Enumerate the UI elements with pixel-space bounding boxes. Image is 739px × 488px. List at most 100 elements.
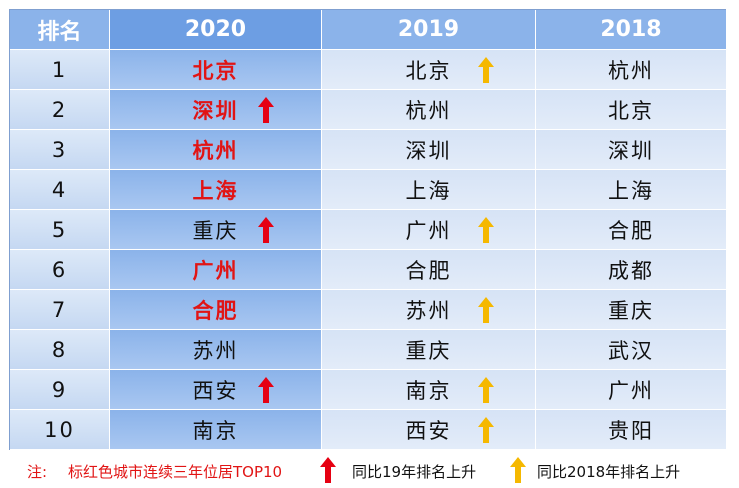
city-2020-cell: 西安 <box>110 370 322 410</box>
city-2019-cell-label: 北京 <box>405 58 452 83</box>
rank-cell-label: 2 <box>51 97 68 122</box>
city-2018-cell-label: 上海 <box>608 178 654 203</box>
city-2018-cell: 武汉 <box>536 330 727 370</box>
city-2018-cell-label: 重庆 <box>608 298 654 323</box>
city-2019-cell-label: 重庆 <box>405 338 452 363</box>
city-2020-cell-label: 深圳 <box>192 98 239 123</box>
city-2018-cell-label: 北京 <box>608 98 654 123</box>
city-2019-cell-label: 广州 <box>405 218 452 243</box>
rank-cell-label: 4 <box>51 177 68 202</box>
header-2020: 2020 <box>110 10 322 50</box>
footnote-red-city-text: 标红色城市连续三年位居TOP10 <box>68 463 283 481</box>
city-2020-cell-label: 杭州 <box>192 138 239 163</box>
city-2018-cell: 杭州 <box>536 50 727 90</box>
header-2018: 2018 <box>536 10 727 50</box>
red-up-arrow-icon <box>258 377 274 403</box>
city-2020-cell: 南京 <box>110 410 322 450</box>
city-2018-cell: 成都 <box>536 250 727 290</box>
rank-cell: 8 <box>10 330 110 370</box>
rank-cell: 10 <box>10 410 110 450</box>
footnote: 注: 标红色城市连续三年位居TOP10 同比19年排名上升 同比2018年排名上… <box>0 455 739 485</box>
city-2018-cell-label: 杭州 <box>608 58 654 83</box>
rank-cell-label: 9 <box>51 377 68 402</box>
yellow-up-arrow-icon <box>478 417 494 443</box>
yellow-up-arrow-icon <box>478 57 494 83</box>
city-2020-cell-label: 重庆 <box>192 218 239 243</box>
header-rank: 排名 <box>10 10 110 50</box>
red-up-arrow-icon <box>258 217 274 243</box>
city-2019-cell: 杭州 <box>322 90 536 130</box>
rank-cell: 9 <box>10 370 110 410</box>
city-2018-cell-label: 合肥 <box>608 218 654 243</box>
city-2018-cell-label: 成都 <box>608 258 654 283</box>
header-2019: 2019 <box>322 10 536 50</box>
yellow-up-arrow-icon <box>510 457 526 483</box>
city-2019-cell-label: 西安 <box>405 418 452 443</box>
city-2019-cell: 上海 <box>322 170 536 210</box>
city-2019-cell: 深圳 <box>322 130 536 170</box>
city-2018-cell-label: 广州 <box>608 378 654 403</box>
city-2018-cell-label: 贵阳 <box>608 418 654 443</box>
city-2020-cell: 苏州 <box>110 330 322 370</box>
rank-cell: 1 <box>10 50 110 90</box>
yellow-up-arrow-icon <box>478 297 494 323</box>
city-2019-cell-label: 苏州 <box>405 298 452 323</box>
footnote-yellow-arrow-text: 同比2018年排名上升 <box>537 463 681 481</box>
city-2020-cell: 重庆 <box>110 210 322 250</box>
city-2020-cell: 杭州 <box>110 130 322 170</box>
city-2019-cell-label: 杭州 <box>405 98 452 123</box>
city-2020-cell-label: 合肥 <box>192 298 239 323</box>
city-2019-cell-label: 南京 <box>405 378 452 403</box>
city-2019-cell: 苏州 <box>322 290 536 330</box>
city-2018-cell-label: 深圳 <box>608 138 654 163</box>
rank-cell: 2 <box>10 90 110 130</box>
red-up-arrow-icon <box>320 457 336 483</box>
city-2020-cell-label: 北京 <box>192 58 239 83</box>
rank-cell: 3 <box>10 130 110 170</box>
city-2019-cell: 西安 <box>322 410 536 450</box>
city-2020-cell: 上海 <box>110 170 322 210</box>
rank-cell: 7 <box>10 290 110 330</box>
city-2019-cell: 广州 <box>322 210 536 250</box>
city-2020-cell: 深圳 <box>110 90 322 130</box>
rank-cell-label: 10 <box>44 417 75 442</box>
city-2020-cell: 广州 <box>110 250 322 290</box>
city-2019-cell: 北京 <box>322 50 536 90</box>
city-2018-cell: 贵阳 <box>536 410 727 450</box>
city-2020-cell-label: 苏州 <box>192 338 239 363</box>
city-2019-cell: 南京 <box>322 370 536 410</box>
city-2018-cell: 合肥 <box>536 210 727 250</box>
city-2020-cell-label: 广州 <box>192 258 239 283</box>
city-2018-cell-label: 武汉 <box>608 338 654 363</box>
city-2018-cell: 北京 <box>536 90 727 130</box>
rank-cell-label: 1 <box>51 57 68 82</box>
city-2018-cell: 上海 <box>536 170 727 210</box>
city-2018-cell: 深圳 <box>536 130 727 170</box>
city-2020-cell: 北京 <box>110 50 322 90</box>
city-2020-cell-label: 上海 <box>192 178 239 203</box>
footnote-label: 注: <box>27 463 48 481</box>
rank-cell: 5 <box>10 210 110 250</box>
rank-cell-label: 5 <box>51 217 68 242</box>
footnote-red-arrow-text: 同比19年排名上升 <box>352 463 477 481</box>
city-2018-cell: 广州 <box>536 370 727 410</box>
red-up-arrow-icon <box>258 97 274 123</box>
rank-cell: 6 <box>10 250 110 290</box>
yellow-up-arrow-icon <box>478 217 494 243</box>
ranking-table: 排名 2020 2019 2018 1 北京 北京 杭州 2 深圳 杭州 北京 3 杭州 深圳 深圳 4… <box>9 9 727 450</box>
city-2019-cell: 重庆 <box>322 330 536 370</box>
rank-cell-label: 6 <box>51 257 68 282</box>
rank-cell-label: 3 <box>51 137 68 162</box>
rank-cell-label: 8 <box>51 337 68 362</box>
city-2020-cell: 合肥 <box>110 290 322 330</box>
city-2019-cell: 合肥 <box>322 250 536 290</box>
city-2019-cell-label: 合肥 <box>405 258 452 283</box>
city-2018-cell: 重庆 <box>536 290 727 330</box>
city-2020-cell-label: 西安 <box>192 378 239 403</box>
city-2019-cell-label: 上海 <box>405 178 452 203</box>
city-2019-cell-label: 深圳 <box>405 138 452 163</box>
rank-cell: 4 <box>10 170 110 210</box>
yellow-up-arrow-icon <box>478 377 494 403</box>
city-2020-cell-label: 南京 <box>192 418 239 443</box>
rank-cell-label: 7 <box>51 297 68 322</box>
